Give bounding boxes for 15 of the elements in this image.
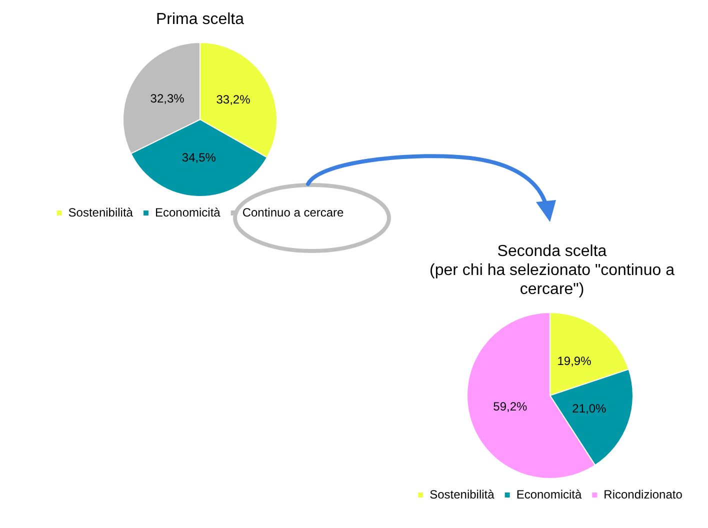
data-label: 32,3% [150,91,185,106]
legend-label: Ricondizionato [604,487,683,502]
data-label: 21,0% [572,402,606,416]
data-label: 33,2% [216,92,251,106]
legend-label: Sostenibilità [430,487,495,502]
chart-subtitle: (per chi ha selezionato "continuo a cercare") [428,261,676,299]
chart-title: Prima scelta [154,10,246,29]
data-label: 59,2% [493,400,528,414]
legend-label: Economicità [154,205,221,220]
legend-label: Sostenibilità [68,205,134,220]
data-label: 19,9% [557,354,592,368]
legend-label: Economicità [516,487,582,502]
legend-label: Continuo a cercare [242,205,344,220]
data-label: 34,5% [182,150,216,164]
chart-title: Seconda scelta [496,242,608,261]
